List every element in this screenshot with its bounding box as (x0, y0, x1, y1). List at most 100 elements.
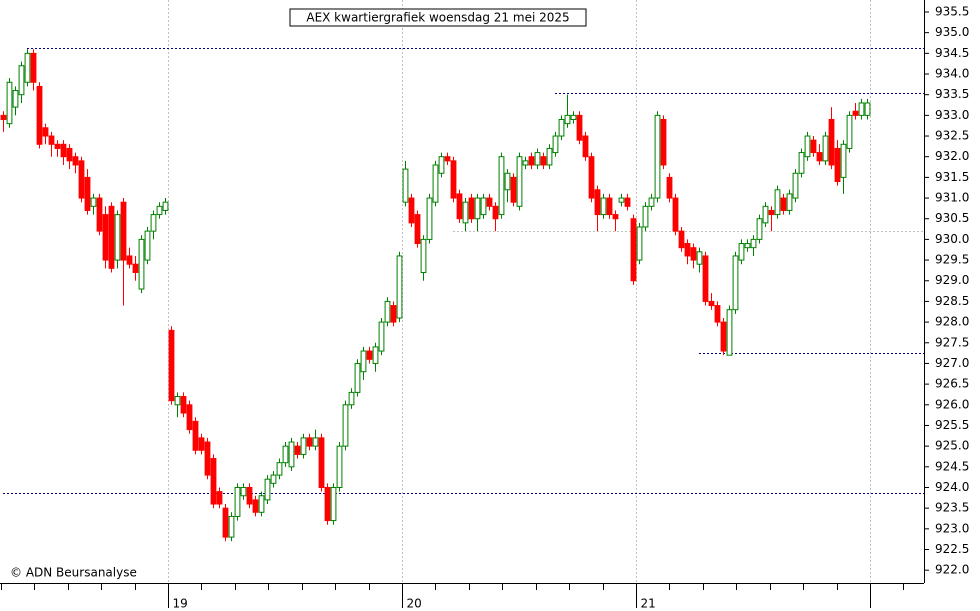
candle-body (576, 114, 583, 141)
candle-body (450, 160, 457, 199)
y-tick-label: 924.5 (935, 459, 969, 473)
candle-body (684, 243, 691, 257)
candle-body (150, 214, 157, 232)
candle-body (246, 486, 253, 505)
candle-body (720, 321, 727, 352)
levels (3, 48, 924, 494)
y-tick-label: 930.5 (935, 211, 969, 225)
candle-body (360, 350, 367, 373)
candle-body (90, 197, 97, 207)
candle-body (624, 197, 631, 207)
candle-body (732, 255, 739, 311)
candle-body (138, 238, 145, 290)
candle-body (528, 156, 535, 166)
candle-body (810, 139, 817, 154)
candle-body (366, 350, 373, 360)
candle-body (852, 110, 859, 116)
y-tick-label: 931.5 (935, 170, 969, 184)
candle-body (222, 507, 229, 538)
y-tick-label: 922.0 (935, 563, 969, 577)
candle-body (846, 114, 853, 149)
x-tick-label: 20 (407, 597, 422, 611)
candle-body (864, 102, 871, 116)
candle-body (762, 205, 769, 224)
candle-body (858, 102, 865, 116)
candle-body (120, 201, 127, 261)
candle-body (294, 445, 301, 455)
candle-body (390, 305, 397, 323)
y-tick-label: 931.0 (935, 191, 969, 205)
candle-body (738, 243, 745, 261)
candle-body (156, 205, 163, 216)
candle-body (462, 201, 469, 224)
candle-body (540, 156, 547, 166)
candle-body (144, 230, 151, 261)
candle-body (342, 404, 349, 447)
candle-body (678, 230, 685, 249)
candle-body (180, 396, 187, 414)
candle-body (216, 491, 223, 505)
y-tick-label: 924.0 (935, 480, 969, 494)
y-tick-label: 923.0 (935, 521, 969, 535)
candle-body (204, 441, 211, 476)
y-tick-label: 926.5 (935, 377, 969, 391)
x-tick-label: 19 (173, 597, 188, 611)
candle-body (306, 437, 313, 447)
candle-body (510, 176, 517, 203)
candle-body (480, 197, 487, 216)
candle-body (300, 437, 307, 455)
candle-body (330, 486, 337, 522)
candle-body (816, 152, 823, 162)
candle-body (78, 160, 85, 199)
candle-body (474, 197, 481, 220)
candle-body (384, 300, 391, 323)
candle-body (426, 197, 433, 240)
y-tick-label: 932.5 (935, 129, 969, 143)
candle-body (468, 197, 475, 220)
y-tick-label: 929.0 (935, 273, 969, 287)
candle-body (276, 462, 283, 476)
candle-body (42, 127, 49, 137)
candle-body (324, 486, 331, 522)
candle-body (768, 209, 775, 216)
candle-body (828, 118, 835, 166)
candle-body (252, 499, 259, 513)
candle-body (420, 238, 427, 273)
candle-body (594, 189, 601, 216)
candle-body (336, 445, 343, 488)
candle-body (570, 114, 577, 120)
candle-body (558, 118, 565, 137)
candle-body (834, 147, 841, 183)
y-tick-label: 925.0 (935, 439, 969, 453)
x-tick-label: 21 (641, 597, 656, 611)
y-tick-label: 934.0 (935, 67, 969, 81)
y-tick-label: 935.0 (935, 25, 969, 39)
candle-body (102, 214, 109, 261)
candle-body (408, 197, 415, 224)
candle-body (642, 205, 649, 228)
candle-body (672, 197, 679, 232)
candle-body (438, 156, 445, 174)
candle-body (660, 118, 667, 166)
candle-body (792, 172, 799, 199)
candle-body (588, 156, 595, 199)
candle-body (318, 437, 325, 488)
y-tick-label: 925.5 (935, 418, 969, 432)
candle-body (12, 90, 19, 108)
candle-body (72, 156, 79, 166)
candle-body (522, 160, 529, 166)
candle-body (24, 52, 31, 83)
candle-body (726, 309, 733, 356)
candle-body (756, 218, 763, 240)
title-box (289, 8, 587, 27)
y-tick-label: 927.0 (935, 356, 969, 370)
candle-body (114, 214, 121, 261)
candle-body (690, 247, 697, 261)
candle-body (786, 193, 793, 211)
candle-body (228, 515, 235, 538)
candle-body (48, 135, 55, 145)
candle-body (396, 255, 403, 319)
candle-body (96, 197, 103, 232)
